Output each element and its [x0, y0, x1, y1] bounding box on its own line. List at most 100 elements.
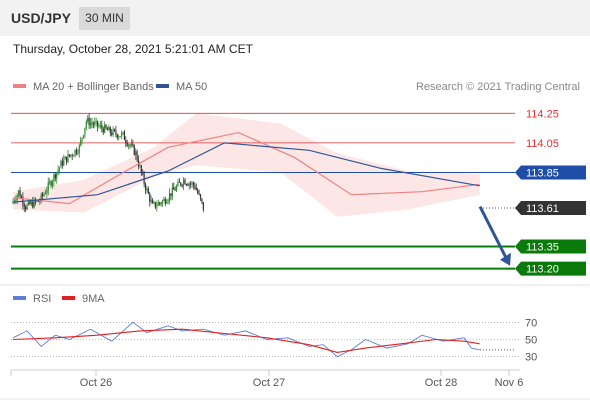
candle-body	[37, 200, 39, 202]
ma50-line	[12, 142, 480, 203]
candle-body	[128, 144, 130, 146]
candle-body	[161, 200, 164, 204]
projection-arrow-head	[500, 252, 511, 266]
rsi-legend: RSI 9MA	[13, 293, 105, 305]
candle-body	[180, 182, 182, 186]
candle-body	[112, 129, 114, 135]
candle-body	[174, 189, 176, 191]
timeframe-button[interactable]: 30 MIN	[79, 7, 130, 30]
candle-body	[51, 181, 54, 186]
chart-datetime: Thursday, October 28, 2021 5:21:01 AM CE…	[13, 42, 253, 56]
rsi-legend-swatch	[13, 296, 26, 300]
x-tick-label: Oct 26	[80, 377, 112, 389]
candle-body	[50, 181, 52, 186]
candle-body	[40, 194, 42, 202]
candle-body	[119, 136, 121, 138]
rsi-ma9-line	[12, 328, 480, 353]
candle-body	[144, 184, 147, 191]
candle-body	[64, 156, 66, 160]
candle-body	[183, 179, 185, 186]
candle-body	[58, 167, 61, 170]
level-labels-layer: 114.25 114.05 113.85 113.61 113.35 113.20	[515, 108, 586, 276]
candle-body	[173, 187, 175, 190]
candle-body	[23, 204, 25, 207]
candle-body	[60, 161, 62, 168]
candle-body	[101, 125, 103, 129]
candle-body	[39, 201, 41, 203]
candle-body	[19, 190, 21, 198]
ma20-legend-swatch	[13, 84, 26, 88]
candle-body	[159, 202, 161, 204]
candle-body	[111, 132, 113, 135]
candle-body	[18, 190, 20, 195]
candle-body	[135, 151, 137, 155]
candle-body	[202, 202, 204, 210]
candle-body	[29, 201, 31, 205]
candle-body	[30, 201, 32, 205]
research-credit: Research © 2021 Trading Central	[416, 81, 580, 93]
bollinger-band-layer	[13, 113, 480, 217]
candle-body	[15, 200, 17, 202]
candle-body	[80, 140, 82, 146]
candle-body	[61, 161, 63, 166]
rsi-legend-label: RSI	[33, 293, 51, 305]
rsi-tick-label: 50	[525, 335, 537, 347]
level-label-box	[515, 239, 586, 254]
candle-body	[191, 182, 193, 184]
candle-body	[97, 120, 99, 127]
candle-body	[54, 174, 56, 179]
level-label: 113.20	[526, 264, 559, 276]
candle-body	[98, 126, 100, 128]
candle-body	[44, 193, 47, 195]
candle-body	[184, 179, 186, 185]
candle-body	[95, 120, 97, 123]
projection-arrow-shaft	[478, 205, 509, 261]
candle-body	[118, 136, 120, 138]
candle-body	[120, 132, 123, 137]
candle-body	[87, 117, 89, 122]
candle-body	[187, 184, 189, 186]
price-legend: MA 20 + Bollinger Bands MA 50 Research ©…	[13, 81, 580, 93]
candle-body	[33, 199, 35, 208]
candle-body	[136, 151, 138, 161]
candle-body	[71, 154, 73, 156]
candle-body	[68, 154, 70, 157]
candle-body	[109, 127, 111, 133]
chart-panel	[0, 36, 590, 398]
candle-body	[178, 181, 180, 183]
candle-body	[53, 174, 55, 182]
candle-body	[63, 159, 65, 166]
candle-body	[92, 123, 94, 125]
candle-body	[36, 200, 38, 202]
candle-body	[77, 152, 79, 154]
candle-body	[46, 190, 48, 194]
chart-header: USD/JPY 30 MIN	[0, 0, 590, 36]
candle-body	[197, 189, 199, 194]
candle-body	[89, 122, 92, 126]
candle-body	[185, 184, 188, 186]
level-label-box	[515, 165, 586, 180]
candle-body	[108, 127, 110, 131]
candle-body	[20, 197, 23, 199]
candle-body	[32, 201, 34, 208]
projection-layer	[478, 205, 511, 266]
ma20-legend-label: MA 20 + Bollinger Bands	[33, 81, 154, 93]
candle-body	[190, 183, 192, 185]
candle-body	[67, 154, 69, 163]
candle-body	[151, 200, 154, 204]
candle-body	[99, 125, 102, 127]
candle-body	[125, 139, 127, 143]
candle-body	[113, 129, 116, 131]
candle-body	[115, 130, 117, 135]
moving-averages-layer	[12, 131, 480, 205]
ma20-line	[12, 131, 480, 205]
candle-body	[167, 199, 169, 203]
candle-body	[82, 135, 85, 138]
candle-body	[91, 122, 93, 124]
candle-body	[43, 193, 45, 196]
x-tick-label: Nov 6	[495, 377, 524, 389]
level-label-box	[515, 261, 586, 276]
candle-body	[164, 199, 166, 204]
candle-body	[42, 194, 44, 196]
candle-body	[70, 154, 72, 157]
